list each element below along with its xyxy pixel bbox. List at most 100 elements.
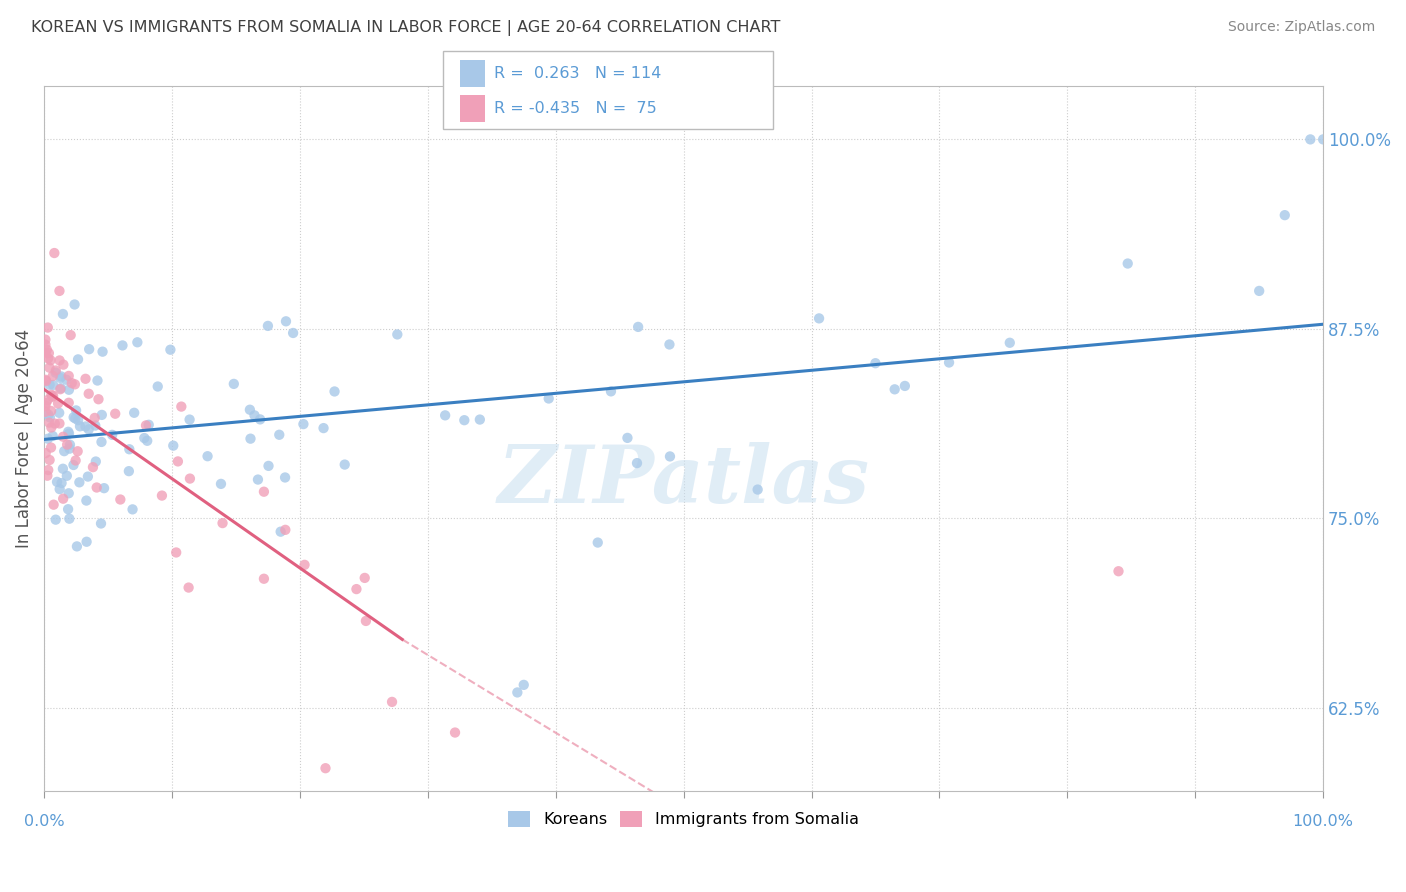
- Point: [77, 386, 100, 401]
- Point: [42, 498, 65, 512]
- Point: [65, 453, 87, 467]
- Point: [998, 335, 1021, 350]
- Point: [274, 470, 297, 484]
- Point: [118, 464, 141, 478]
- Point: [42, 378, 65, 392]
- Point: [93, 481, 115, 495]
- Point: [34, 446, 56, 460]
- Point: [59, 328, 82, 343]
- Point: [600, 384, 623, 399]
- Point: [67, 413, 90, 427]
- Point: [586, 535, 609, 549]
- Point: [48, 406, 70, 420]
- Point: [209, 476, 232, 491]
- Point: [37, 351, 59, 366]
- Point: [444, 725, 467, 739]
- Point: [77, 422, 100, 436]
- Point: [179, 472, 201, 486]
- Point: [312, 421, 335, 435]
- Point: [48, 417, 70, 431]
- Point: [249, 412, 271, 426]
- Point: [468, 412, 491, 426]
- Point: [45, 366, 67, 380]
- Point: [808, 311, 831, 326]
- Point: [274, 314, 297, 328]
- Point: [65, 411, 87, 425]
- Point: [37, 463, 59, 477]
- Legend: Koreans, Immigrants from Somalia: Koreans, Immigrants from Somalia: [502, 805, 866, 834]
- Point: [37, 320, 59, 334]
- Point: [270, 524, 292, 539]
- Point: [179, 412, 201, 426]
- Point: [387, 327, 409, 342]
- Point: [381, 695, 404, 709]
- Point: [506, 685, 529, 699]
- Point: [1116, 256, 1139, 270]
- Point: [315, 761, 337, 775]
- Point: [222, 376, 245, 391]
- Point: [58, 442, 80, 456]
- Point: [75, 493, 97, 508]
- Point: [49, 381, 72, 395]
- Point: [239, 402, 262, 417]
- Point: [67, 475, 90, 490]
- Text: R =  0.263   N = 114: R = 0.263 N = 114: [494, 66, 661, 80]
- Point: [243, 409, 266, 423]
- Point: [35, 374, 58, 388]
- Point: [162, 439, 184, 453]
- Point: [1312, 132, 1334, 146]
- Point: [51, 476, 73, 491]
- Point: [58, 425, 80, 439]
- Point: [253, 484, 276, 499]
- Point: [63, 377, 86, 392]
- Text: 0.0%: 0.0%: [24, 814, 65, 829]
- Point: [110, 492, 132, 507]
- Point: [45, 363, 67, 377]
- Point: [60, 376, 83, 391]
- Point: [434, 409, 457, 423]
- Point: [292, 417, 315, 431]
- Point: [58, 426, 80, 441]
- Point: [1299, 132, 1322, 146]
- Point: [453, 413, 475, 427]
- Point: [659, 450, 682, 464]
- Point: [626, 456, 648, 470]
- Point: [39, 404, 62, 418]
- Point: [35, 343, 58, 357]
- Point: [62, 458, 84, 472]
- Point: [883, 382, 905, 396]
- Point: [51, 369, 73, 384]
- Point: [63, 297, 86, 311]
- Point: [56, 437, 79, 451]
- Point: [84, 454, 107, 468]
- Point: [49, 382, 72, 396]
- Point: [239, 432, 262, 446]
- Point: [134, 431, 156, 445]
- Point: [150, 489, 173, 503]
- Point: [658, 337, 681, 351]
- Point: [58, 512, 80, 526]
- Point: [354, 614, 377, 628]
- Point: [48, 284, 70, 298]
- Point: [865, 356, 887, 370]
- Point: [747, 483, 769, 497]
- Point: [146, 379, 169, 393]
- Point: [938, 355, 960, 369]
- Point: [34, 373, 56, 387]
- Point: [537, 392, 560, 406]
- Point: [34, 399, 56, 413]
- Point: [41, 388, 63, 402]
- Point: [38, 377, 60, 392]
- Point: [91, 344, 114, 359]
- Point: [170, 400, 193, 414]
- Point: [52, 358, 75, 372]
- Point: [323, 384, 346, 399]
- Point: [269, 427, 291, 442]
- Point: [86, 481, 108, 495]
- Point: [281, 326, 304, 340]
- Point: [1249, 284, 1271, 298]
- Point: [101, 428, 124, 442]
- Point: [104, 407, 127, 421]
- Point: [42, 429, 65, 443]
- Point: [346, 582, 368, 596]
